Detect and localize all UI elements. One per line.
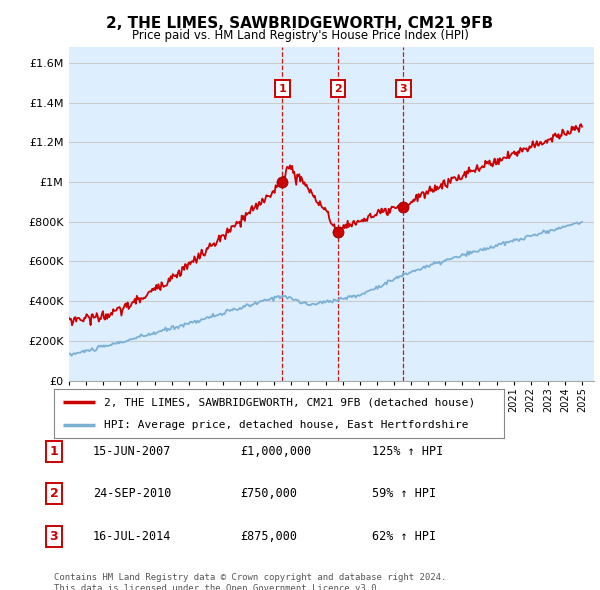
Text: 125% ↑ HPI: 125% ↑ HPI	[372, 445, 443, 458]
Text: £750,000: £750,000	[240, 487, 297, 500]
Text: 2, THE LIMES, SAWBRIDGEWORTH, CM21 9FB: 2, THE LIMES, SAWBRIDGEWORTH, CM21 9FB	[106, 16, 494, 31]
Text: 3: 3	[400, 84, 407, 94]
Text: 59% ↑ HPI: 59% ↑ HPI	[372, 487, 436, 500]
Text: £1,000,000: £1,000,000	[240, 445, 311, 458]
Text: 62% ↑ HPI: 62% ↑ HPI	[372, 530, 436, 543]
Text: 1: 1	[278, 84, 286, 94]
Text: £875,000: £875,000	[240, 530, 297, 543]
Text: 15-JUN-2007: 15-JUN-2007	[93, 445, 172, 458]
Text: Price paid vs. HM Land Registry's House Price Index (HPI): Price paid vs. HM Land Registry's House …	[131, 29, 469, 42]
Text: Contains HM Land Registry data © Crown copyright and database right 2024.
This d: Contains HM Land Registry data © Crown c…	[54, 573, 446, 590]
Text: 24-SEP-2010: 24-SEP-2010	[93, 487, 172, 500]
Text: 1: 1	[50, 445, 58, 458]
Text: 2: 2	[50, 487, 58, 500]
Text: 2: 2	[334, 84, 342, 94]
Text: 2, THE LIMES, SAWBRIDGEWORTH, CM21 9FB (detached house): 2, THE LIMES, SAWBRIDGEWORTH, CM21 9FB (…	[104, 398, 475, 408]
Text: HPI: Average price, detached house, East Hertfordshire: HPI: Average price, detached house, East…	[104, 419, 468, 430]
Text: 16-JUL-2014: 16-JUL-2014	[93, 530, 172, 543]
Text: 3: 3	[50, 530, 58, 543]
